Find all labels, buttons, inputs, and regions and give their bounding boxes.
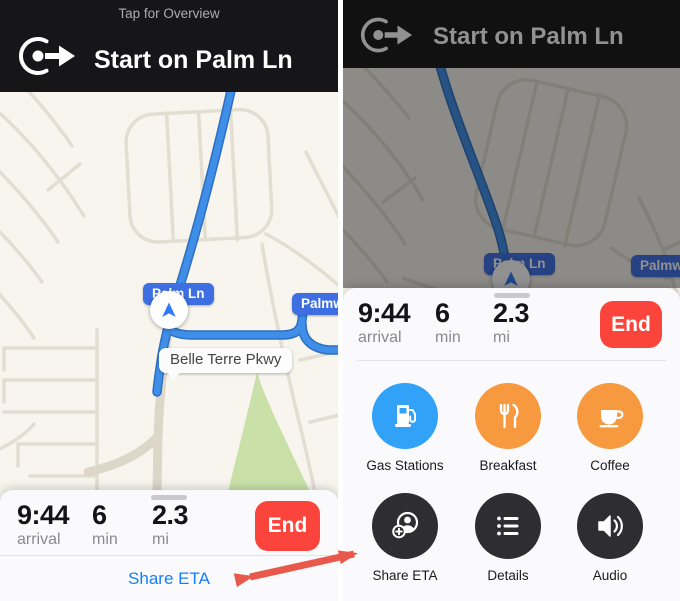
action-label: Share ETA — [372, 568, 438, 583]
list-icon — [497, 516, 519, 536]
navigation-arrow-icon — [162, 302, 176, 317]
arrival-stat: 9:44 arrival — [358, 298, 411, 346]
arrival-stat: 9:44 arrival — [17, 500, 70, 548]
navigation-banner[interactable]: Start on Palm Ln — [343, 0, 680, 68]
distance-value: 2.3 — [493, 298, 530, 328]
sheet-drag-handle[interactable] — [151, 495, 187, 500]
action-gas-stations[interactable]: Gas Stations — [353, 383, 457, 473]
coffee-button[interactable] — [577, 383, 643, 449]
fork-knife-icon — [499, 403, 519, 429]
action-details[interactable]: Details — [456, 493, 560, 583]
share-eta-button[interactable] — [372, 493, 438, 559]
instruction-text: Start on Palm Ln — [94, 46, 293, 74]
distance-caption: mi — [152, 531, 169, 548]
navigation-arrow-icon — [504, 271, 518, 286]
trip-status-bar: 9:44 arrival 6 min 2.3 mi End Share ETA — [0, 490, 338, 601]
action-audio[interactable]: Audio — [558, 493, 662, 583]
action-breakfast[interactable]: Breakfast — [456, 383, 560, 473]
speaker-icon — [598, 515, 623, 537]
gas-pump-icon — [395, 405, 416, 427]
map-canvas[interactable] — [343, 68, 680, 300]
tap-for-overview-hint[interactable]: Tap for Overview — [118, 6, 220, 21]
road-label-palmwood: Palmw — [292, 293, 338, 315]
map-canvas[interactable] — [0, 92, 338, 492]
distance-caption: mi — [493, 329, 510, 346]
map-roads — [343, 68, 680, 300]
share-eta-link[interactable]: Share ETA — [128, 568, 210, 588]
distance-stat: 2.3 mi — [152, 500, 189, 548]
action-label: Breakfast — [479, 458, 537, 473]
park-area — [228, 372, 310, 492]
share-eta-row: Share ETA — [0, 556, 338, 601]
road-label-palmwood: Palmw — [631, 255, 680, 277]
arrival-time: 9:44 — [17, 500, 70, 530]
end-navigation-button[interactable]: End — [255, 501, 320, 551]
distance-stat: 2.3 mi — [493, 298, 530, 346]
details-button[interactable] — [475, 493, 541, 559]
navigation-banner[interactable]: Tap for Overview Start on Palm Ln — [0, 0, 338, 92]
belle-terre-text: Belle Terre Pkwy — [170, 351, 282, 368]
action-label: Gas Stations — [366, 458, 444, 473]
action-label: Audio — [592, 568, 628, 583]
left-screenshot-panel: Palm Ln Palmw Belle Terre Pkwy Tap for O… — [0, 0, 338, 601]
end-navigation-button[interactable]: End — [600, 301, 662, 348]
instruction-text: Start on Palm Ln — [433, 23, 624, 50]
depart-arrow-icon — [360, 17, 413, 53]
right-screenshot-panel: Palm Ln Palmw Start on Palm Ln 9:44 arri… — [343, 0, 680, 601]
coffee-cup-icon — [599, 410, 624, 428]
dimming-overlay — [343, 0, 680, 288]
road-label-belle-terre: Belle Terre Pkwy — [159, 348, 293, 381]
arrival-caption: arrival — [17, 531, 61, 548]
duration-value: 6 — [92, 500, 107, 530]
person-add-icon — [392, 511, 419, 539]
duration-caption: min — [92, 531, 118, 548]
route-options-sheet: 9:44 arrival 6 min 2.3 mi End — [343, 288, 680, 601]
action-label: Coffee — [590, 458, 630, 473]
duration-value: 6 — [435, 298, 450, 328]
distance-value: 2.3 — [152, 500, 189, 530]
breakfast-button[interactable] — [475, 383, 541, 449]
depart-arrow-icon — [19, 37, 75, 75]
map-roads — [0, 92, 338, 492]
duration-stat: 6 min — [92, 502, 118, 548]
sheet-drag-handle[interactable] — [493, 293, 530, 298]
gas-stations-button[interactable] — [372, 383, 438, 449]
user-location-marker — [150, 291, 188, 329]
audio-button[interactable] — [577, 493, 643, 559]
duration-caption: min — [435, 329, 461, 346]
action-share-eta[interactable]: Share ETA — [353, 493, 457, 583]
arrival-time: 9:44 — [358, 298, 411, 328]
duration-stat: 6 min — [435, 300, 461, 346]
sheet-divider — [357, 360, 666, 361]
sheet-divider — [0, 555, 338, 556]
arrival-caption: arrival — [358, 329, 402, 346]
action-label: Details — [487, 568, 529, 583]
action-coffee[interactable]: Coffee — [558, 383, 662, 473]
